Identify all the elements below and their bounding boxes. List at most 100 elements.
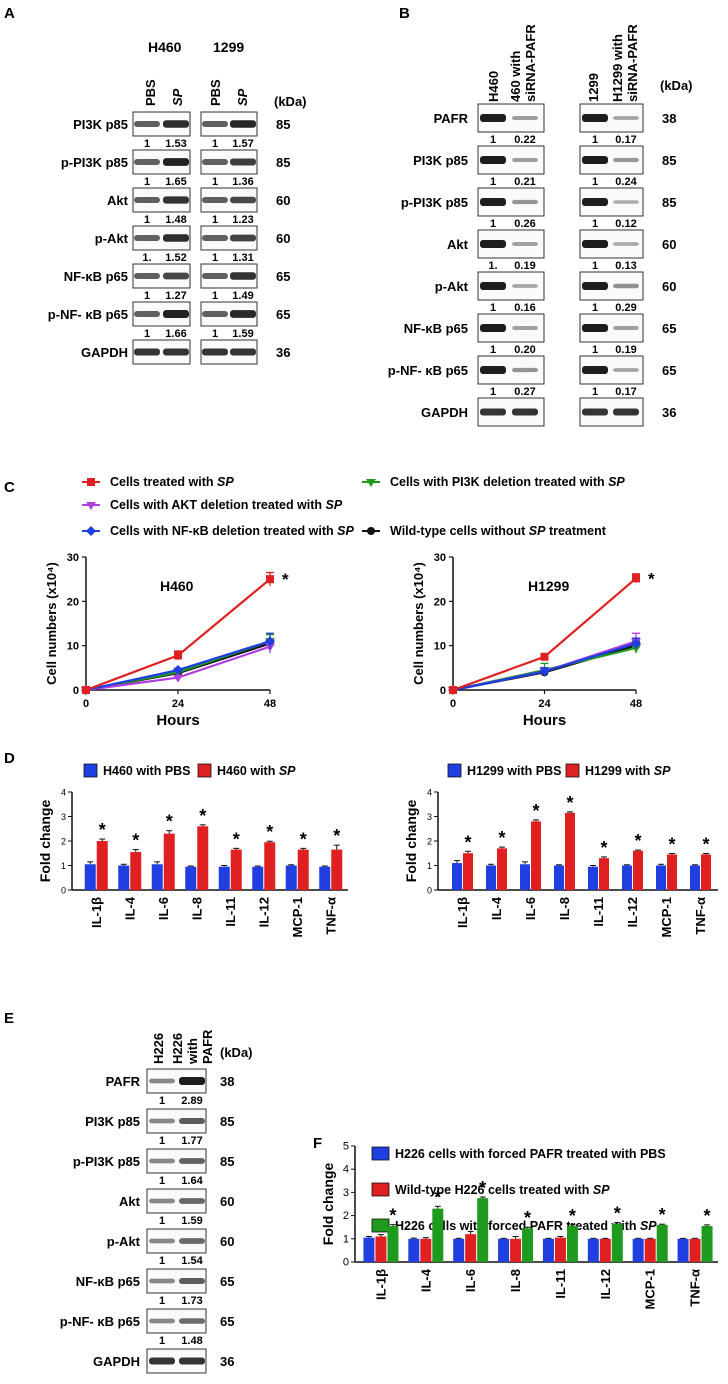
blot-row-label: p-Akt — [107, 1234, 141, 1249]
bar — [690, 865, 700, 890]
bar-chart-legend: H1299 with PBS H1299 with SP — [447, 763, 671, 778]
blot-band — [179, 1318, 205, 1324]
x-tick-label: MCP-1 — [290, 897, 305, 937]
legend-label: H460 with PBS — [103, 764, 191, 778]
blot-band — [149, 1158, 175, 1164]
blot-band — [512, 242, 538, 246]
blot-band — [163, 158, 189, 166]
blot-row-label: PAFR — [106, 1074, 141, 1089]
x-tick-label: IL-6 — [463, 1269, 478, 1292]
blot-e-lane-label: H226 — [151, 1033, 166, 1064]
blot-b-lane-label: 1299 — [586, 73, 601, 102]
blot-quant-value: 1.73 — [181, 1295, 202, 1307]
data-point — [540, 652, 549, 661]
blot-b-lane-label: siRNA-PAFR — [625, 24, 640, 102]
blot-kda-value: 38 — [662, 111, 676, 126]
y-tick-label: 20 — [434, 596, 446, 608]
x-tick-label: IL-12 — [256, 897, 271, 927]
blot-quant-value: 1 — [144, 328, 150, 340]
blot-row-label: Akt — [107, 193, 129, 208]
blot-kda-value: 85 — [662, 195, 676, 210]
blot-quant-value: 1 — [592, 260, 598, 272]
legend-marker — [367, 527, 375, 535]
blot-band — [202, 311, 228, 317]
blot-band — [163, 348, 189, 356]
bar — [197, 826, 209, 890]
blot-band — [512, 326, 538, 330]
bar — [531, 821, 541, 890]
legend-swatch — [371, 1218, 390, 1233]
legend-label: Cells with NF-κB deletion treated with S… — [110, 524, 354, 538]
blot-quant-value: 1 — [212, 290, 218, 302]
blot-quant-value: 1.66 — [165, 328, 186, 340]
significance-star: * — [566, 793, 573, 813]
data-point — [631, 638, 641, 649]
blot-band — [134, 273, 160, 279]
blot-band — [179, 1278, 205, 1284]
blot-quant-value: 0.20 — [514, 344, 535, 356]
bar — [185, 866, 197, 890]
data-point — [539, 666, 550, 677]
blot-quant-value: 0.26 — [514, 218, 535, 230]
western-blots: PI3K p85 851 1.53 1 1.57p-PI3K p85 851 1.65 1 1.… — [48, 103, 676, 1374]
blot-band — [480, 114, 506, 122]
blot-band — [613, 116, 639, 120]
blot-band — [613, 242, 639, 246]
bar — [510, 1238, 522, 1262]
bar — [565, 812, 575, 890]
blot-row-label: p-PI3K p85 — [73, 1154, 140, 1169]
blot-quant-value: 1. — [142, 252, 151, 264]
blot-kda-value: 36 — [276, 345, 290, 360]
bar — [522, 1228, 534, 1262]
x-tick-label: IL-4 — [418, 1268, 433, 1292]
blot-e-kda-header: (kDa) — [220, 1045, 253, 1060]
blot-membrane — [579, 103, 644, 133]
blot-quant-value: 1 — [490, 302, 496, 314]
blot-band — [230, 120, 256, 128]
legend-label-emphasis: SP — [326, 498, 343, 512]
blot-a-lane-label: SP — [170, 88, 185, 106]
significance-star: * — [333, 826, 340, 846]
blot-band — [613, 326, 639, 330]
y-tick-label: 20 — [67, 596, 79, 608]
blot-kda-value: 60 — [220, 1234, 234, 1249]
data-point — [174, 651, 182, 660]
x-tick-label: MCP-1 — [643, 1269, 658, 1309]
blot-e-lane-label: PAFR — [200, 1029, 215, 1064]
y-axis-label: Fold change — [403, 800, 419, 883]
bar — [297, 849, 309, 890]
blot-band — [582, 114, 608, 122]
blot-b-lane-label: H1299 with — [610, 34, 625, 102]
y-tick-label: 10 — [434, 641, 446, 653]
x-tick-label: IL-11 — [553, 1269, 568, 1299]
y-tick-label: 3 — [427, 812, 432, 822]
legend-label: H1299 with PBS — [467, 764, 561, 778]
blot-quant-value: 1 — [144, 176, 150, 188]
blot-quant-value: 1.77 — [181, 1135, 202, 1147]
bar — [689, 1238, 701, 1262]
blot-kda-value: 85 — [220, 1114, 234, 1129]
blot-quant-value: 1 — [144, 290, 150, 302]
y-tick-label: 0 — [61, 886, 66, 896]
blot-band — [149, 1078, 175, 1084]
blot-band — [480, 324, 506, 332]
blot-row-label: GAPDH — [81, 345, 128, 360]
legend-swatch — [565, 763, 580, 778]
blot-quant-value: 1 — [490, 386, 496, 398]
panel-label-c: C — [4, 479, 15, 496]
legend-label-emphasis: SP — [608, 475, 625, 489]
bar — [319, 866, 331, 890]
y-tick-label: 1 — [427, 861, 432, 871]
blot-quant-value: 0.27 — [514, 386, 535, 398]
blot-band — [202, 197, 228, 203]
blot-band — [480, 240, 506, 248]
bar — [632, 1238, 644, 1262]
y-tick-label: 2 — [343, 1210, 349, 1222]
blot-band — [179, 1158, 205, 1164]
x-tick-label: MCP-1 — [659, 897, 674, 937]
blot-quant-value: 1.36 — [232, 176, 253, 188]
panel-label-f: F — [313, 1135, 322, 1152]
legend-label: H226 cells with forced PAFR treated with… — [395, 1219, 657, 1233]
blot-band — [149, 1238, 175, 1244]
